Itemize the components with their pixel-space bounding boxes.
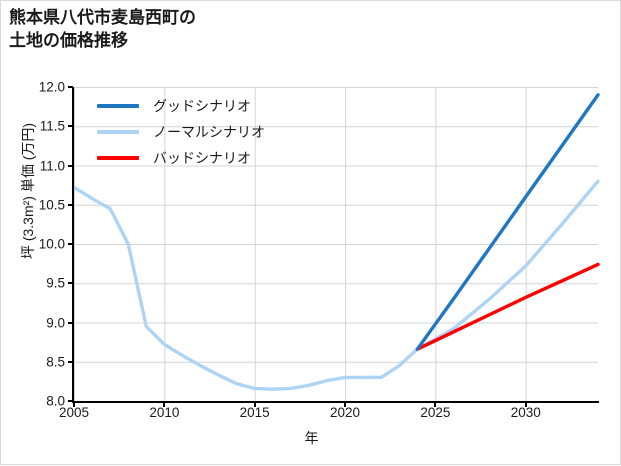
plot-area [72, 87, 600, 402]
y-axis-spine [72, 87, 74, 402]
x-tick-label: 2025 [420, 405, 451, 420]
y-axis-label: 坪 (3.3m²) 単価 (万円) [20, 122, 36, 260]
y-tick-label: 8.5 [46, 354, 65, 370]
chart-legend: グッドシナリオ ノーマルシナリオ バッドシナリオ [97, 93, 265, 171]
legend-swatch-good [97, 104, 139, 108]
legend-item-good[interactable]: グッドシナリオ [97, 93, 265, 119]
y-tick-label: 8.0 [46, 393, 65, 409]
y-tick-label: 9.0 [46, 315, 65, 330]
legend-swatch-normal [97, 130, 139, 134]
page-title: 熊本県八代市麦島西町の 土地の価格推移 [9, 8, 196, 50]
gridlines [74, 87, 598, 402]
legend-label-normal: ノーマルシナリオ [153, 124, 265, 140]
x-tick-label: 2005 [58, 405, 90, 420]
x-axis-label: 年 [304, 430, 319, 446]
legend-label-bad: バッドシナリオ [153, 150, 251, 166]
x-tick-label: 2010 [149, 405, 180, 420]
x-tick-label: 2030 [510, 405, 541, 420]
x-axis-spine [72, 401, 599, 403]
series-lines [72, 93, 600, 391]
legend-item-normal[interactable]: ノーマルシナリオ [97, 119, 265, 145]
legend-swatch-bad [97, 156, 139, 160]
x-tick-label: 2015 [239, 405, 270, 420]
legend-label-good: グッドシナリオ [153, 98, 251, 114]
legend-item-bad[interactable]: バッドシナリオ [97, 145, 265, 171]
x-tick-label: 2020 [330, 405, 361, 420]
